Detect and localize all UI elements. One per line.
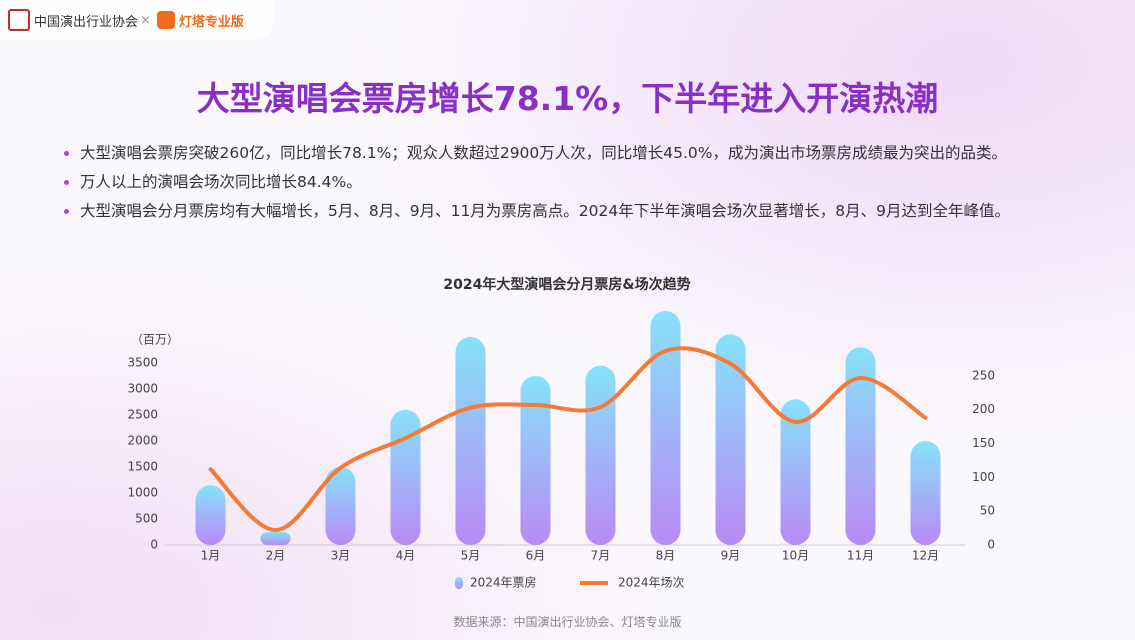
- x-tick-label: 8月: [656, 549, 676, 563]
- title: 大型演唱会票房增长78.1%，下半年进入开演热潮: [196, 79, 939, 118]
- source: 数据来源：中国演出行业协会、灯塔专业版: [453, 615, 682, 629]
- y-tick-label: 2500: [127, 408, 158, 422]
- y-tick-label: 3500: [127, 356, 158, 370]
- x-tick-label: 6月: [526, 549, 546, 563]
- bar: [455, 337, 486, 545]
- partner-icon: [156, 11, 175, 29]
- legend-label: 2024年场次: [618, 576, 685, 590]
- bar: [325, 467, 356, 545]
- bar: [390, 409, 421, 545]
- y-axis-unit: （百万）: [131, 333, 179, 347]
- y-tick-label: 1000: [127, 486, 158, 500]
- bar: [260, 532, 291, 545]
- bullet: 大型演唱会票房突破260亿，同比增长78.1%；观众人数超过2900万人次，同比…: [80, 140, 1080, 167]
- partner-text: 灯塔专业版: [178, 14, 244, 30]
- legend-icon: [455, 577, 463, 589]
- bar: [715, 334, 746, 545]
- x-tick-label: 10月: [782, 549, 809, 563]
- x-tick-label: 5月: [461, 549, 481, 563]
- y2-tick-label: 50: [980, 504, 995, 518]
- logo-seal: [8, 9, 30, 31]
- bar: [780, 399, 811, 545]
- y-tick-label: 2000: [127, 434, 158, 448]
- bar: [650, 311, 681, 545]
- bullets: 大型演唱会票房突破260亿，同比增长78.1%；观众人数超过2900万人次，同比…: [62, 140, 1080, 227]
- y2-tick-label: 150: [972, 436, 995, 450]
- x-tick-label: 3月: [331, 549, 351, 563]
- y2-tick-label: 250: [972, 368, 995, 382]
- line: [208, 346, 928, 533]
- y-tick-label: 1500: [127, 460, 158, 474]
- y-tick-label: 3000: [127, 382, 158, 396]
- y-tick-label: 500: [135, 512, 158, 526]
- x-tick-label: 7月: [591, 549, 611, 563]
- bar: [585, 365, 616, 545]
- header: 中国演出行业协会 × 灯塔专业版: [0, 0, 275, 40]
- x-tick-label: 12月: [912, 549, 939, 563]
- logo-text: 中国演出行业协会: [34, 14, 139, 30]
- bar: [910, 441, 941, 545]
- bullet: 大型演唱会分月票房均有大幅增长，5月、8月、9月、11月为票房高点。2024年下…: [80, 198, 1080, 225]
- x-tick-label: 11月: [847, 549, 874, 563]
- y2-tick-label: 200: [972, 402, 995, 416]
- x-tick-label: 1月: [201, 549, 221, 563]
- bar: [195, 485, 226, 545]
- chart-title: 2024年大型演唱会分月票房&场次趋势: [443, 276, 690, 293]
- bar: [845, 347, 876, 545]
- x-tick-label: 2月: [266, 549, 286, 563]
- x-tick-label: 9月: [721, 549, 741, 563]
- y-tick-label: 0: [150, 538, 158, 552]
- bullet: 万人以上的演唱会场次同比增长84.4%。: [80, 169, 1080, 196]
- separator: ×: [140, 12, 151, 28]
- bar: [520, 376, 551, 545]
- legend-label: 2024年票房: [470, 575, 537, 590]
- y2-tick-label: 100: [972, 470, 995, 484]
- x-tick-label: 4月: [396, 549, 416, 563]
- y2-tick-label: 0: [987, 538, 995, 552]
